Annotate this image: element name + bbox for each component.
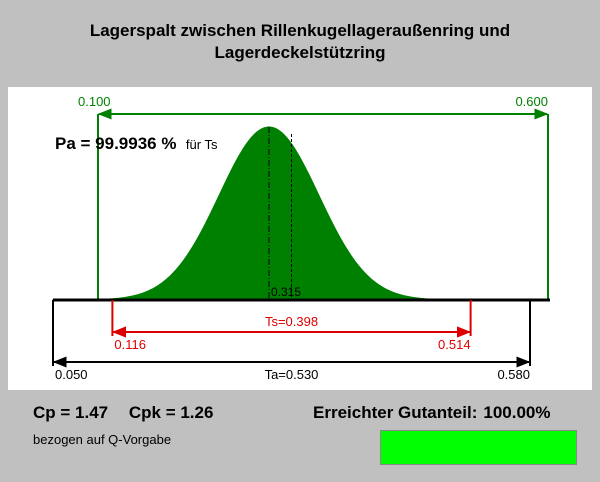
chart-title-line1: Lagerspalt zwischen Rillenkugellagerauße… <box>89 21 511 40</box>
capability-indices: Cp = 1.47 Cpk = 1.26 <box>33 403 229 423</box>
ta-label: Ta=0.530 <box>265 367 319 382</box>
yield-value: 100.00% <box>483 403 551 422</box>
chart-title: Lagerspalt zwischen Rillenkugellagerauße… <box>0 20 600 64</box>
process-lower-limit-label: 0.100 <box>78 94 111 109</box>
ts-label: Ts=0.398 <box>265 314 318 329</box>
ts-upper-label: 0.514 <box>438 337 471 352</box>
pa-annotation: Pa = 99.9936 % für Ts <box>55 134 218 153</box>
distribution-chart: 0.315 0.100 0.600 Ts=0.398 0.116 0.514 T… <box>52 94 550 382</box>
yield-bar-fill <box>381 431 576 464</box>
pa-suffix: für Ts <box>186 137 218 152</box>
cpk-value: Cpk = 1.26 <box>128 403 214 422</box>
yield-summary: Erreichter Gutanteil: 100.00% <box>313 403 551 423</box>
ts-lower-label: 0.116 <box>114 337 146 352</box>
chart-title-line2: Lagerdeckelstützring <box>214 43 386 62</box>
ta-upper-label: 0.580 <box>497 367 530 382</box>
basis-note: bezogen auf Q-Vorgabe <box>33 432 172 447</box>
yield-bar <box>380 430 577 465</box>
mean-marker-label: 0.315 <box>271 285 301 299</box>
pa-value: Pa = 99.9936 % <box>55 134 176 153</box>
plot-area: 0.315 0.100 0.600 Ts=0.398 0.116 0.514 T… <box>8 87 592 390</box>
process-upper-limit-label: 0.600 <box>515 94 548 109</box>
cp-value: Cp = 1.47 <box>33 403 109 422</box>
yield-label: Erreichter Gutanteil: <box>313 403 478 422</box>
ta-lower-label: 0.050 <box>55 367 88 382</box>
